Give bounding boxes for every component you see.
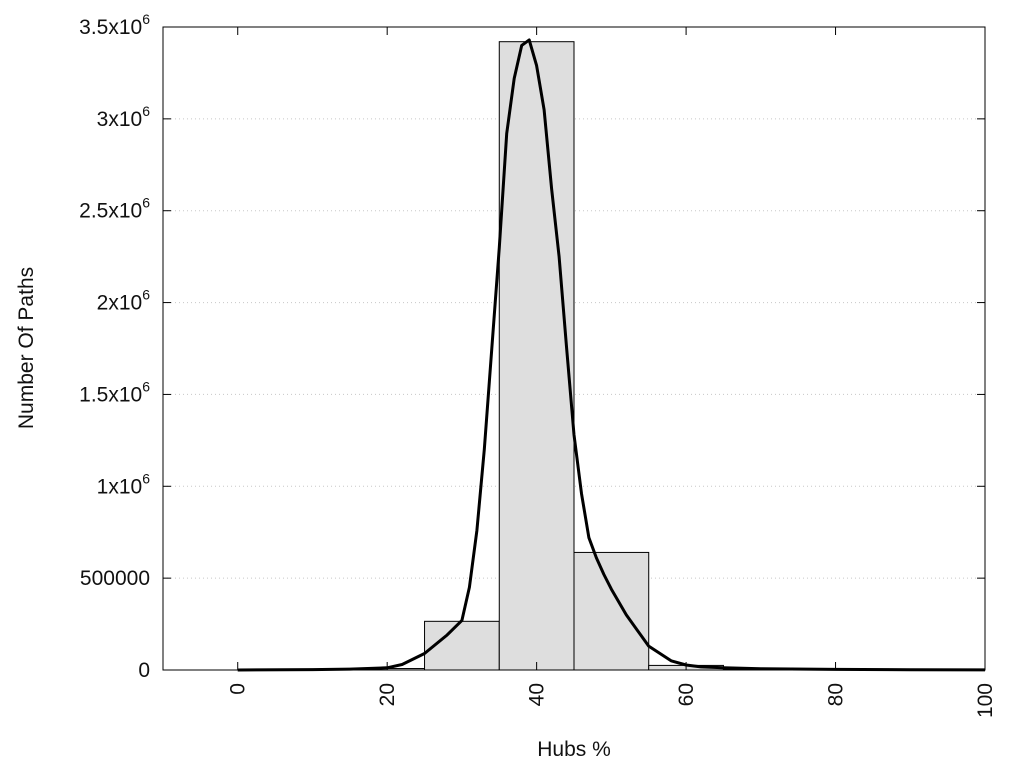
y-tick-label-base: 2.5x10 [79,200,142,223]
y-tick-label-exponent: 6 [142,11,150,27]
y-tick-label-exponent: 6 [142,287,150,303]
y-tick-label: 0 [138,659,150,682]
fit-curve-line [237,38,986,672]
x-tick-label: 40 [526,683,549,706]
axis-ticks [163,26,986,671]
x-axis-title: Hubs % [537,738,611,761]
y-tick-label: 1.5x106 [79,378,150,406]
y-tick-label-exponent: 6 [142,378,150,394]
y-tick-label: 1x106 [97,470,151,498]
x-tick-label: 100 [974,683,997,718]
y-tick-label: 3.5x106 [79,11,150,39]
histogram-bar [498,41,575,671]
grid-lines [163,118,985,579]
x-tick-labels: 0 20 40 60 80 100 [227,683,997,718]
y-tick-label: 3x106 [97,103,151,131]
x-tick-label: 60 [675,683,698,706]
histogram-bar [573,551,650,671]
y-tick-label: 2.5x106 [79,195,150,223]
y-tick-label-base: 1.5x10 [79,383,142,406]
x-tick-label: 80 [825,683,848,706]
y-tick-label: 500000 [80,567,150,590]
y-tick-label-base: 2x10 [97,292,143,315]
y-tick-labels: 05000001x1061.5x1062x1062.5x1063x1063.5x… [79,11,150,682]
y-tick-label-base: 3x10 [97,108,143,131]
x-tick-label: 0 [227,683,250,695]
y-tick-label-base: 3.5x10 [79,16,142,39]
y-tick-label-exponent: 6 [142,470,150,486]
histogram-bars [349,41,799,671]
histogram-bar [424,620,500,671]
y-tick-label-exponent: 6 [142,103,150,119]
y-tick-label-base: 0 [138,659,150,682]
y-tick-label-base: 1x10 [97,475,143,498]
plot-frame [162,26,986,671]
y-tick-label-base: 500000 [80,567,150,590]
fit-curve [237,38,986,672]
x-tick-label: 20 [376,683,399,706]
y-tick-label: 2x106 [97,287,151,315]
y-axis-title: Number Of Paths [15,267,38,429]
y-tick-label-exponent: 6 [142,195,150,211]
